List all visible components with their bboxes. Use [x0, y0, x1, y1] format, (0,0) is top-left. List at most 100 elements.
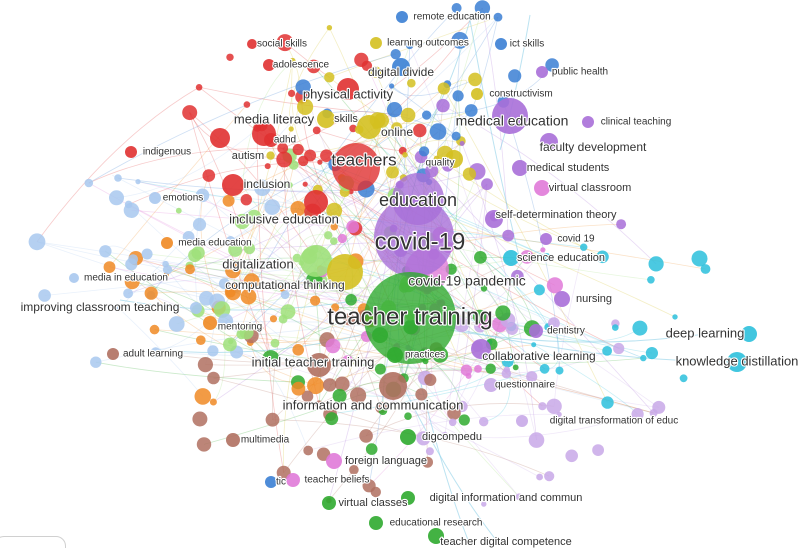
term-label-inclusion[interactable]: inclusion [243, 176, 292, 192]
term-label-multimedia[interactable]: multimedia [240, 434, 291, 447]
term-node[interactable] [288, 126, 294, 132]
term-label-covid-19-pandemic[interactable]: covid-19 pandemic [407, 272, 527, 290]
term-node[interactable] [279, 285, 287, 292]
term-label-mentoring[interactable]: mentoring [217, 321, 264, 334]
term-node[interactable] [531, 342, 537, 348]
term-node[interactable] [602, 346, 612, 356]
term-node[interactable] [405, 41, 414, 50]
term-label-digital-divide[interactable]: digital divide [367, 64, 436, 80]
term-node[interactable] [196, 335, 206, 346]
term-node-information-and-communication[interactable] [379, 372, 407, 400]
term-node[interactable] [512, 364, 519, 371]
term-node[interactable] [28, 233, 46, 251]
term-node-deep-learning[interactable] [741, 326, 757, 342]
term-node[interactable] [207, 345, 219, 357]
term-node[interactable] [691, 250, 708, 267]
term-label-inclusive-education[interactable]: inclusive education [228, 210, 340, 227]
term-node[interactable] [502, 229, 515, 242]
term-node[interactable] [141, 248, 153, 260]
term-node[interactable] [280, 304, 296, 319]
term-node[interactable] [459, 141, 465, 146]
term-node[interactable] [124, 274, 140, 290]
term-node[interactable] [290, 201, 306, 217]
term-node-teacher-beliefs[interactable] [286, 473, 300, 487]
term-node[interactable] [407, 78, 416, 88]
term-node-digitalization[interactable] [300, 245, 332, 277]
term-label-constructivism[interactable]: constructivism [488, 88, 554, 101]
term-node[interactable] [451, 131, 461, 141]
term-node[interactable] [326, 202, 343, 219]
term-node[interactable] [149, 324, 160, 335]
term-node[interactable] [185, 264, 195, 275]
term-label-knowledge-distillation[interactable]: knowledge distillation [674, 352, 799, 369]
term-node[interactable] [437, 82, 450, 95]
term-node-collaborative-learning[interactable] [471, 339, 491, 359]
term-node-nursing[interactable] [554, 291, 570, 307]
term-label-practices[interactable]: practices [404, 349, 446, 362]
term-node[interactable] [479, 417, 489, 427]
term-label-computational-thinking[interactable]: computational thinking [224, 277, 346, 293]
term-node[interactable] [592, 444, 604, 456]
term-node[interactable] [424, 373, 437, 386]
term-node[interactable] [337, 233, 347, 244]
term-label-media-literacy[interactable]: media literacy [233, 110, 316, 127]
term-node[interactable] [700, 264, 711, 274]
term-node[interactable] [266, 151, 275, 160]
term-node[interactable] [202, 169, 216, 182]
term-label-self-determination-theory[interactable]: self-determination theory [494, 208, 618, 222]
term-label-teachers[interactable]: teachers [330, 149, 397, 170]
term-node[interactable] [632, 320, 648, 336]
term-node[interactable] [451, 32, 469, 49]
term-node[interactable] [341, 355, 354, 367]
term-node[interactable] [269, 315, 278, 323]
term-node[interactable] [289, 57, 296, 64]
term-label-science-education[interactable]: science education [516, 251, 606, 265]
term-node-media-education[interactable] [161, 237, 173, 249]
term-node[interactable] [265, 412, 280, 427]
term-node[interactable] [474, 365, 482, 373]
term-node-online[interactable] [357, 115, 381, 139]
term-node-skills[interactable] [317, 110, 335, 128]
term-label-tic[interactable]: tic [275, 476, 287, 489]
term-label-nursing[interactable]: nursing [575, 292, 613, 306]
term-node-teacher-digital-competence[interactable] [428, 528, 444, 544]
term-node[interactable] [596, 250, 609, 264]
term-node[interactable] [123, 288, 133, 299]
term-node[interactable] [226, 53, 234, 61]
term-node[interactable] [38, 289, 51, 302]
term-node[interactable] [349, 465, 359, 475]
term-node[interactable] [182, 231, 195, 243]
term-node[interactable] [334, 376, 350, 392]
term-node-covid-19[interactable] [540, 233, 552, 245]
term-label-dentistry[interactable]: dentistry [546, 325, 586, 338]
term-label-deep-learning[interactable]: deep learning [665, 324, 746, 341]
term-node[interactable] [378, 406, 388, 416]
term-node[interactable] [196, 437, 212, 452]
term-label-digcompedu[interactable]: digcompedu [421, 430, 483, 444]
term-node[interactable] [474, 0, 491, 16]
term-label-adhd[interactable]: adhd [273, 134, 297, 147]
term-label-social-skills[interactable]: social skills [256, 38, 308, 51]
term-node[interactable] [346, 220, 360, 234]
term-node[interactable] [292, 344, 305, 356]
term-label-covid-19[interactable]: covid 19 [556, 233, 596, 246]
term-node[interactable] [647, 276, 655, 284]
term-node[interactable] [640, 354, 647, 362]
term-node-improving-classroom-teaching[interactable] [190, 302, 202, 314]
term-node-virtual-classes[interactable] [322, 496, 336, 510]
term-node[interactable] [226, 236, 235, 245]
term-label-initial-teacher-training[interactable]: initial teacher training [250, 353, 375, 370]
term-node[interactable] [276, 151, 293, 168]
term-node[interactable] [565, 449, 578, 463]
term-node[interactable] [116, 305, 122, 312]
term-node[interactable] [195, 188, 210, 203]
term-node[interactable] [302, 181, 308, 187]
term-node[interactable] [324, 72, 335, 83]
term-node[interactable] [350, 387, 367, 404]
term-label-virtual-classes[interactable]: virtual classes [337, 496, 409, 510]
term-node[interactable] [555, 366, 564, 375]
term-label-digital-information-and-commun[interactable]: digital information and commun [428, 491, 583, 505]
term-node[interactable] [303, 445, 314, 456]
term-node-public-health[interactable] [536, 66, 548, 78]
